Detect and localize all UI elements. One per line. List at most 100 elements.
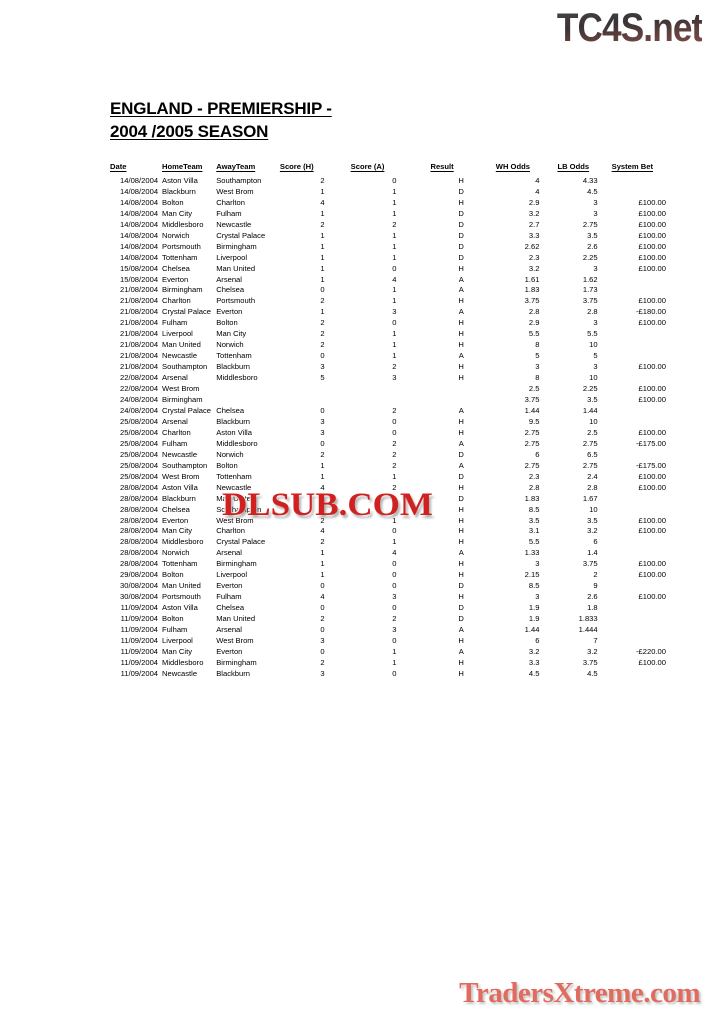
- cell-lb-odds: 10: [589, 373, 598, 383]
- cell-home-team: Everton: [162, 515, 189, 525]
- cell-score-home: 2: [320, 340, 325, 350]
- cell-result: A: [458, 307, 464, 317]
- column-header-wh-odds: WH Odds: [495, 162, 530, 171]
- cell-wh-odds: 3.2: [528, 263, 540, 273]
- cell-wh-odds: 1.33: [524, 548, 540, 558]
- cell-result: A: [458, 460, 464, 470]
- cell-away-team: Charlton: [216, 197, 245, 207]
- cell-result: H: [458, 340, 464, 350]
- cell-score-home: 4: [320, 526, 325, 536]
- cell-score-home: 4: [320, 197, 325, 207]
- cell-score-home: 2: [320, 614, 325, 624]
- cell-away-team: Fulham: [216, 208, 242, 218]
- table-row: 21/08/2004 Birmingham Chelsea 0 1 A 1.83 1.73: [110, 285, 666, 296]
- cell-date: 21/08/2004: [120, 329, 159, 339]
- cell-date: 22/08/2004: [120, 384, 159, 394]
- cell-away-team: Bolton: [216, 460, 238, 470]
- column-header-date: Date: [110, 162, 127, 171]
- table-row: 14/08/2004 Blackburn West Brom 1 1 D 4 4.5: [110, 187, 666, 198]
- cell-system-bet: [606, 636, 666, 647]
- table-row: 11/09/2004 Newcastle Blackburn 3 0 H 4.5 4.5: [110, 669, 666, 680]
- cell-lb-odds: 2.6: [587, 592, 598, 602]
- cell-score-away: [343, 395, 419, 406]
- cell-away-team: Liverpool: [216, 570, 248, 580]
- cell-wh-odds: 2.7: [528, 219, 540, 229]
- cell-score-home: 0: [320, 581, 325, 591]
- cell-away-team: Man United: [216, 263, 256, 273]
- cell-wh-odds: 1.83: [524, 285, 540, 295]
- cell-result: H: [458, 526, 464, 536]
- table-row: 21/08/2004 Fulham Bolton 2 0 H 2.9 3 £100.00: [110, 318, 666, 329]
- cell-system-bet: -£180.00: [636, 307, 666, 317]
- cell-system-bet: [606, 505, 666, 516]
- cell-wh-odds: 2.3: [528, 252, 540, 262]
- cell-wh-odds: 4: [535, 186, 540, 196]
- cell-system-bet: [606, 417, 666, 428]
- cell-score-away: 1: [392, 186, 397, 196]
- cell-lb-odds: 4.5: [587, 668, 598, 678]
- cell-home-team: Man City: [162, 526, 193, 536]
- cell-away-team: West Brom: [216, 515, 254, 525]
- cell-wh-odds: 6: [535, 449, 540, 459]
- cell-score-home: 1: [320, 548, 325, 558]
- cell-score-away: 3: [392, 625, 397, 635]
- cell-away-team: Middlesboro: [216, 438, 258, 448]
- cell-home-team: West Brom: [162, 384, 200, 394]
- cell-lb-odds: 2.8: [587, 307, 598, 317]
- column-header-system-bet: System Bet: [611, 162, 653, 171]
- cell-home-team: Fulham: [162, 438, 188, 448]
- cell-result: D: [458, 208, 464, 218]
- cell-score-home: 0: [320, 285, 325, 295]
- cell-home-team: Man United: [162, 581, 201, 591]
- cell-score-home: [270, 384, 343, 395]
- cell-away-team: Newcastle: [216, 482, 252, 492]
- cell-system-bet: £100.00: [638, 263, 666, 273]
- cell-wh-odds: 4.5: [528, 668, 540, 678]
- cell-score-home: 2: [320, 296, 325, 306]
- table-row: 14/08/2004 Norwich Crystal Palace 1 1 D 3.3 3.5…: [110, 231, 666, 242]
- cell-lb-odds: 2.75: [582, 219, 598, 229]
- cell-date: 11/09/2004: [120, 657, 159, 667]
- cell-date: 11/09/2004: [120, 635, 159, 645]
- cell-result: D: [458, 603, 464, 613]
- cell-date: 21/08/2004: [120, 296, 159, 306]
- table-row: 25/08/2004 Newcastle Norwich 2 2 D 6 6.5: [110, 450, 666, 461]
- cell-result: D: [458, 252, 464, 262]
- table-row: 28/08/2004 Aston Villa Newcastle 4 2 H 2.8 2.8 £…: [110, 483, 666, 494]
- table-row: 11/09/2004 Middlesboro Birmingham 2 1 H 3.3 3.7…: [110, 658, 666, 669]
- cell-date: 28/08/2004: [120, 504, 159, 514]
- cell-home-team: Portsmouth: [162, 592, 201, 602]
- cell-score-home: 1: [320, 186, 325, 196]
- cell-system-bet: £100.00: [638, 592, 666, 602]
- cell-result: H: [458, 197, 464, 207]
- page-title: ENGLAND - PREMIERSHIP - 2004 /2005 SEASO…: [110, 98, 470, 143]
- cell-result: H: [458, 635, 464, 645]
- cell-date: 21/08/2004: [120, 307, 159, 317]
- cell-away-team: Birmingham: [216, 559, 257, 569]
- cell-result: H: [458, 515, 464, 525]
- cell-system-bet: £100.00: [638, 559, 666, 569]
- cell-wh-odds: 3: [535, 362, 540, 372]
- cell-away-team: Tottenham: [216, 351, 252, 361]
- cell-date: 30/08/2004: [120, 581, 159, 591]
- cell-score-home: 1: [320, 570, 325, 580]
- cell-lb-odds: 3: [593, 197, 598, 207]
- cell-home-team: Arsenal: [162, 416, 188, 426]
- cell-system-bet: £100.00: [638, 427, 666, 437]
- cell-home-team: West Brom: [162, 471, 200, 481]
- cell-lb-odds: 10: [589, 416, 598, 426]
- cell-date: 25/08/2004: [120, 416, 159, 426]
- cell-score-home: 3: [320, 427, 325, 437]
- table-row: 28/08/2004 Everton West Brom 2 1 H 3.5 3.5 £100.…: [110, 516, 666, 527]
- cell-away-team: Fulham: [216, 592, 242, 602]
- cell-date: 25/08/2004: [120, 460, 159, 470]
- table-row: 25/08/2004 Fulham Middlesboro 0 2 A 2.75 2.75 -£…: [110, 439, 666, 450]
- cell-date: 28/08/2004: [120, 482, 159, 492]
- cell-score-away: 0: [392, 635, 397, 645]
- cell-score-away: 0: [392, 668, 397, 678]
- cell-lb-odds: 2: [593, 570, 598, 580]
- cell-result: H: [458, 592, 464, 602]
- cell-date: 22/08/2004: [120, 373, 159, 383]
- cell-home-team: Chelsea: [162, 263, 190, 273]
- cell-system-bet: [606, 603, 666, 614]
